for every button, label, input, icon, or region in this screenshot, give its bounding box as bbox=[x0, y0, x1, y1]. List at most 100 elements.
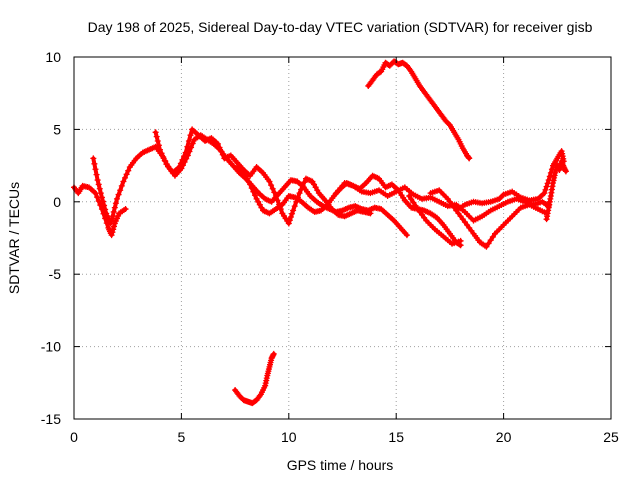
data-point-marker bbox=[113, 195, 120, 202]
x-axis-label: GPS time / hours bbox=[287, 457, 394, 473]
data-point-marker bbox=[290, 207, 297, 214]
data-point-marker bbox=[289, 210, 296, 217]
data-point-marker bbox=[247, 181, 254, 188]
data-point-marker bbox=[94, 177, 101, 184]
data-point-marker bbox=[184, 143, 191, 150]
data-point-marker bbox=[161, 157, 168, 164]
x-tick-label: 15 bbox=[388, 429, 404, 445]
data-point-marker bbox=[98, 194, 105, 201]
data-point-marker bbox=[543, 183, 550, 190]
data-point-marker bbox=[499, 192, 506, 199]
data-point-marker bbox=[187, 132, 194, 139]
data-point-marker bbox=[269, 185, 276, 192]
data-point-marker bbox=[185, 137, 192, 144]
y-tick-label: -15 bbox=[41, 411, 61, 427]
data-point-marker bbox=[110, 208, 117, 215]
x-tick-label: 20 bbox=[496, 429, 512, 445]
series-track-k bbox=[232, 350, 277, 407]
data-point-marker bbox=[285, 220, 292, 227]
data-point-marker bbox=[152, 129, 159, 136]
series-band bbox=[366, 59, 472, 161]
data-point-marker bbox=[487, 237, 494, 244]
data-point-marker bbox=[99, 198, 106, 205]
x-tick-label: 10 bbox=[281, 429, 297, 445]
data-point-marker bbox=[153, 133, 160, 140]
data-point-marker bbox=[111, 223, 118, 230]
data-point-marker bbox=[562, 168, 569, 175]
data-point-marker bbox=[301, 179, 308, 186]
data-point-marker bbox=[286, 217, 293, 224]
data-point-marker bbox=[367, 210, 374, 217]
data-point-marker bbox=[160, 153, 167, 160]
data-point-marker bbox=[177, 160, 184, 167]
y-tick-label: 10 bbox=[45, 49, 61, 65]
data-point-marker bbox=[108, 232, 115, 239]
data-point-marker bbox=[102, 206, 109, 213]
data-point-marker bbox=[181, 153, 188, 160]
series-track-h bbox=[453, 148, 567, 214]
data-point-marker bbox=[154, 137, 161, 144]
data-point-marker bbox=[118, 182, 125, 189]
data-point-marker bbox=[115, 191, 122, 198]
plot-frame bbox=[73, 56, 612, 420]
data-point-marker bbox=[410, 199, 417, 206]
series-track-c bbox=[152, 126, 374, 227]
data-point-marker bbox=[92, 166, 99, 173]
axes: 0 5 10 15 20 25 -15 -10 -5 0 5 10 bbox=[41, 49, 619, 445]
data-point-marker bbox=[489, 233, 496, 240]
data-point-marker bbox=[214, 140, 221, 147]
x-tick-label: 5 bbox=[178, 429, 186, 445]
data-point-marker bbox=[541, 190, 548, 197]
data-point-marker bbox=[248, 185, 255, 192]
data-point-marker bbox=[546, 173, 553, 180]
data-point-marker bbox=[274, 197, 281, 204]
data-point-marker bbox=[125, 167, 132, 174]
data-point-marker bbox=[250, 188, 257, 195]
data-point-marker bbox=[95, 181, 102, 188]
data-point-marker bbox=[296, 190, 303, 197]
x-tick-label: 25 bbox=[603, 429, 619, 445]
data-point-marker bbox=[155, 142, 162, 149]
data-point-marker bbox=[91, 160, 98, 167]
data-point-marker bbox=[176, 164, 183, 171]
x-tick-label: 0 bbox=[70, 429, 78, 445]
data-point-marker bbox=[179, 156, 186, 163]
series-track-e bbox=[333, 179, 552, 224]
data-point-marker bbox=[412, 202, 419, 209]
data-point-marker bbox=[466, 155, 473, 162]
data-point-marker bbox=[123, 171, 130, 178]
data-point-marker bbox=[298, 186, 305, 193]
series-track-i bbox=[543, 158, 569, 223]
data-point-marker bbox=[156, 146, 163, 153]
data-point-marker bbox=[218, 148, 225, 155]
data-point-marker bbox=[270, 350, 277, 357]
y-tick-label: 5 bbox=[53, 121, 61, 137]
data-point-marker bbox=[251, 192, 258, 199]
data-point-marker bbox=[287, 214, 294, 221]
plot-data bbox=[71, 58, 569, 407]
data-point-marker bbox=[122, 174, 129, 181]
data-point-marker bbox=[97, 190, 104, 197]
series-track-g bbox=[427, 187, 550, 250]
data-point-marker bbox=[457, 237, 464, 244]
data-point-marker bbox=[216, 144, 223, 151]
data-point-marker bbox=[271, 189, 278, 196]
data-point-marker bbox=[182, 149, 189, 156]
y-tick-label: -10 bbox=[41, 339, 61, 355]
data-point-marker bbox=[485, 240, 492, 247]
data-point-marker bbox=[92, 190, 99, 197]
series-track-j bbox=[365, 58, 473, 162]
data-point-marker bbox=[483, 243, 490, 250]
y-tick-label: -5 bbox=[49, 266, 62, 282]
data-point-marker bbox=[109, 229, 116, 236]
series-track-a bbox=[71, 182, 129, 239]
data-point-marker bbox=[299, 182, 306, 189]
data-point-marker bbox=[120, 178, 127, 185]
data-point-marker bbox=[111, 204, 118, 211]
data-point-marker bbox=[408, 196, 415, 203]
chart-title: Day 198 of 2025, Sidereal Day-to-day VTE… bbox=[88, 19, 593, 35]
y-tick-label: 0 bbox=[53, 194, 61, 210]
data-point-marker bbox=[268, 182, 275, 189]
y-axis-label: SDTVAR / TECUs bbox=[6, 182, 22, 294]
